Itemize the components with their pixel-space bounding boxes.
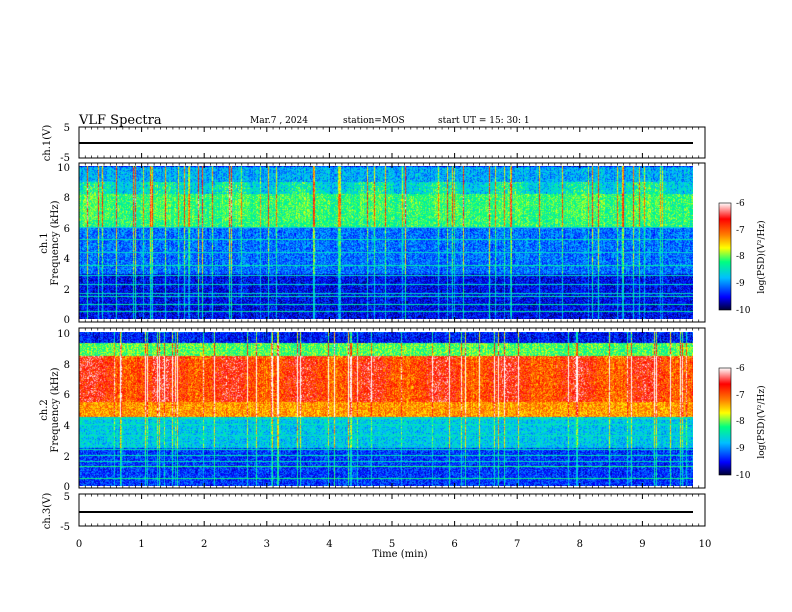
colorbar-2-tick-10: -10 xyxy=(736,471,751,481)
spectrogram-ch1: 0 2 4 6 8 10 ch.1 Frequency (kHz) xyxy=(39,162,706,326)
colorbar-1: -6 -7 -8 -9 -10 log(PSD)(V²/Hz) xyxy=(718,199,767,316)
x-tick-label: 8 xyxy=(577,539,583,550)
spec2-ytick-4: 4 xyxy=(64,421,70,432)
x-tick-label: 2 xyxy=(201,539,207,550)
ch1-panel: 5 -5 ch.1(V) xyxy=(42,123,706,164)
colorbar-1-tick-7: -7 xyxy=(736,226,745,236)
spec1-ytick-10: 10 xyxy=(57,163,70,174)
colorbar-2-tick-6: -6 xyxy=(736,364,745,374)
start-time-label: start UT = 15: 30: 1 xyxy=(438,116,530,126)
x-tick-label: 5 xyxy=(389,539,395,550)
spec1-ytick-0: 0 xyxy=(64,315,70,326)
colorbar-1-gradient xyxy=(718,202,732,311)
x-tick-label: 1 xyxy=(138,539,144,550)
station-label: station=MOS xyxy=(343,116,405,126)
colorbar-2-gradient xyxy=(718,367,732,476)
spec1-ylabel-frequency: Frequency (kHz) xyxy=(50,200,61,285)
ch3-ylabel: ch.3(V) xyxy=(42,493,53,530)
ch1-ytick-top: 5 xyxy=(64,123,70,134)
x-tick-label: 0 xyxy=(76,539,82,550)
spec2-ylabel-channel: ch.2 xyxy=(39,399,50,421)
x-tick-label: 4 xyxy=(326,539,332,550)
x-tick-label: 9 xyxy=(639,539,645,550)
colorbar-2: -6 -7 -8 -9 -10 log(PSD)(V²/Hz) xyxy=(718,364,767,481)
colorbar-2-label: log(PSD)(V²/Hz) xyxy=(756,385,767,458)
spec1-image-holder xyxy=(79,166,693,319)
spectrogram-ch2: 0 2 4 6 8 10 ch.2 Frequency (kHz) xyxy=(39,327,706,493)
spec2-image-holder xyxy=(79,332,693,486)
colorbar-1-tick-9: -9 xyxy=(736,279,745,289)
colorbar-2-tick-9: -9 xyxy=(736,444,745,454)
spec2-ytick-6: 6 xyxy=(64,390,70,401)
colorbar-1-tick-10: -10 xyxy=(736,306,751,316)
x-axis-label: Time (min) xyxy=(372,549,427,560)
x-tick-label: 7 xyxy=(514,539,520,550)
colorbar-2-tick-8: -8 xyxy=(736,417,745,427)
spec1-canvas xyxy=(79,166,693,319)
spec2-ytick-10: 10 xyxy=(57,329,70,340)
x-axis: 0 1 2 3 4 5 6 7 8 9 10 xyxy=(76,127,712,550)
spec2-ylabel-frequency: Frequency (kHz) xyxy=(50,367,61,452)
figure-title: VLF Spectra xyxy=(78,113,162,128)
spec2-ytick-0: 0 xyxy=(64,482,70,493)
ch1-ylabel: ch.1(V) xyxy=(42,125,53,162)
ch3-panel: 5 -5 ch.3(V) xyxy=(42,492,706,533)
spec1-ytick-6: 6 xyxy=(64,224,70,235)
spec1-ylabel-channel: ch.1 xyxy=(39,232,50,254)
x-tick-label: 3 xyxy=(264,539,270,550)
ch3-frame xyxy=(78,493,706,527)
spec1-ytick-2: 2 xyxy=(64,285,70,296)
spec1-ytick-8: 8 xyxy=(64,193,70,204)
x-tick-label: 10 xyxy=(699,539,712,550)
date-label: Mar.7 , 2024 xyxy=(250,116,308,126)
ch1-ytick-bottom: -5 xyxy=(60,153,70,164)
colorbar-2-tick-7: -7 xyxy=(736,391,745,401)
colorbar-1-label: log(PSD)(V²/Hz) xyxy=(756,220,767,293)
x-tick-label: 6 xyxy=(451,539,457,550)
ch3-ytick-top: 5 xyxy=(64,492,70,503)
colorbar-1-tick-6: -6 xyxy=(736,199,745,209)
ch3-ytick-bottom: -5 xyxy=(60,522,70,533)
spec2-ytick-2: 2 xyxy=(64,452,70,463)
spec1-ytick-4: 4 xyxy=(64,254,70,265)
spec2-ytick-8: 8 xyxy=(64,360,70,371)
colorbar-1-tick-8: -8 xyxy=(736,252,745,262)
spec2-canvas xyxy=(79,332,693,486)
